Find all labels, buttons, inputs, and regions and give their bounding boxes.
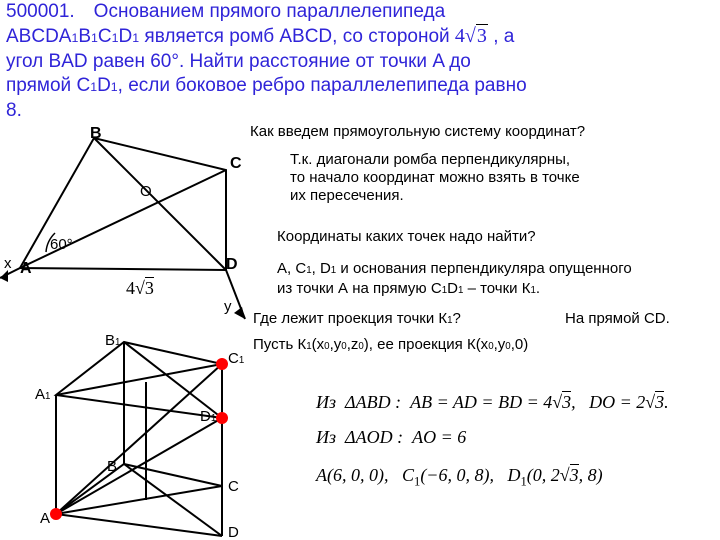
text-points-answer: А, С1, D1 и основания перпендикуляра опу…	[277, 260, 717, 300]
question-projection: Где лежит проекция точки К1?	[253, 310, 461, 330]
formula-abd: Из ΔABD : AB = AD = BD = 4√3, DO = 2√3.	[316, 392, 669, 413]
label-box-b1: B1	[105, 332, 120, 349]
side-length-math: 4√3	[455, 24, 488, 47]
formula-coords: A(6, 0, 0), C1(−6, 0, 8), D1(0, 2√3, 8)	[316, 465, 603, 490]
text-diagonals: Т.к. диагонали ромба перпендикулярны, то…	[290, 151, 710, 205]
label-box-d1: D1	[200, 408, 216, 425]
text-k1-coords: Пусть К1(x0,y0,z0), ее проекция К(x0,y0,…	[253, 336, 528, 356]
formula-aod: Из ΔAOD : AO = 6	[316, 427, 466, 448]
question-coordinate-system: Как введем прямоугольную систему координ…	[250, 123, 585, 141]
label-box-d: D	[228, 524, 239, 540]
page: 500001. Основанием прямого параллелепипе…	[0, 0, 720, 540]
label-box-a1: A1	[35, 386, 50, 403]
question-points: Координаты каких точек надо найти?	[277, 228, 536, 246]
parallelepiped-diagram	[0, 0, 260, 540]
label-box-c: C	[228, 478, 239, 495]
answer-projection: На прямой CD.	[565, 310, 670, 328]
label-box-c1: C1	[228, 350, 244, 367]
label-box-a: A	[40, 510, 50, 527]
label-box-b: B	[107, 458, 117, 475]
